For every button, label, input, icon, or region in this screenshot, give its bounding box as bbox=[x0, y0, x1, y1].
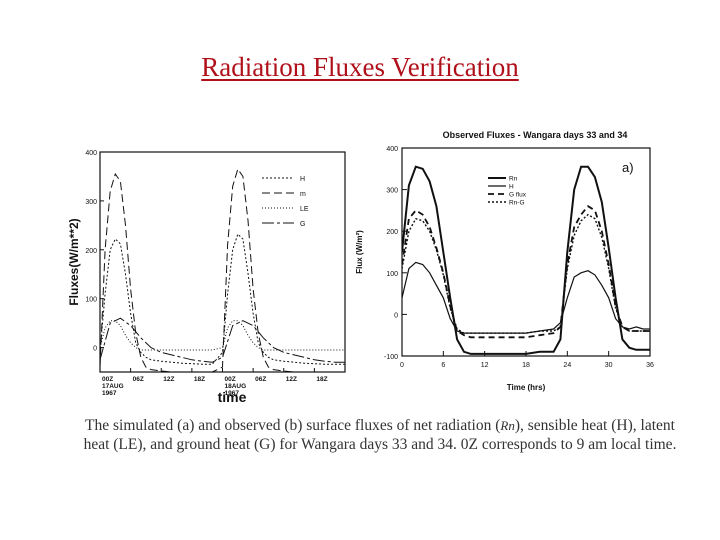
simulated-flux-chart: 400 300 200 100 0 00Z 17AUG 1967 06Z 12Z 18Z 00Z 18… bbox=[67, 150, 346, 405]
y-tick-label: 300 bbox=[386, 188, 398, 195]
series-line-h bbox=[100, 233, 345, 365]
x-tick-label: 18Z bbox=[316, 376, 327, 383]
legend-label-rn: Rn bbox=[509, 176, 518, 183]
y-axis-label: Flux (W/m²) bbox=[355, 230, 364, 274]
y-tick-label: 0 bbox=[394, 312, 398, 319]
y-tick-label: 300 bbox=[85, 199, 97, 206]
figure-caption: The simulated (a) and observed (b) surfa… bbox=[80, 416, 680, 454]
slide-title: Radiation Fluxes Verification bbox=[201, 52, 519, 82]
observed-flux-chart: Observed Fluxes - Wangara days 33 and 34… bbox=[355, 130, 654, 392]
y-tick-label: 0 bbox=[93, 346, 97, 353]
x-tick-label: 30 bbox=[605, 362, 613, 369]
x-tick-label: 36 bbox=[646, 362, 654, 369]
y-axis-label: Fluxes(W/m**2) bbox=[67, 218, 81, 305]
x-tick-label: 12 bbox=[481, 362, 489, 369]
y-tick-label: 100 bbox=[386, 271, 398, 278]
x-tick-label: 0 bbox=[400, 362, 404, 369]
plot-frame bbox=[401, 147, 651, 357]
x-tick-label: 00Z 17AUG 1967 bbox=[102, 376, 124, 397]
x-tick-label: 12Z bbox=[286, 376, 297, 383]
legend-label-m: m bbox=[300, 191, 306, 198]
legend-label-g-flux: G flux bbox=[509, 192, 527, 199]
x-axis-label: time bbox=[218, 389, 247, 405]
series-line-m bbox=[100, 167, 345, 372]
x-tick-label: 18Z bbox=[194, 376, 205, 383]
y-tick-label: 400 bbox=[386, 146, 398, 153]
legend-label-h: H bbox=[300, 176, 305, 183]
legend-label-h: H bbox=[509, 184, 514, 191]
y-tick-label: 400 bbox=[85, 150, 97, 157]
x-tick-label: 00Z 18AUG 1967 bbox=[225, 376, 247, 397]
x-axis-label: Time (hrs) bbox=[507, 383, 546, 392]
y-tick-label: 200 bbox=[85, 248, 97, 255]
legend-label-le: LE bbox=[300, 206, 309, 213]
x-tick-label: 24 bbox=[563, 362, 571, 369]
x-tick-label: 6 bbox=[441, 362, 445, 369]
series-line-rn bbox=[402, 165, 650, 355]
chart-title: Observed Fluxes - Wangara days 33 and 34 bbox=[443, 130, 628, 140]
x-tick-label: 12Z bbox=[163, 376, 174, 383]
series-line-g-flux bbox=[402, 205, 650, 339]
legend-label-g: G bbox=[300, 221, 305, 228]
x-tick-label: 06Z bbox=[255, 376, 266, 383]
y-tick-label: 100 bbox=[85, 297, 97, 304]
caption-text-2: ), sensible heat (H), latent heat (LE), … bbox=[83, 417, 677, 453]
caption-rn-symbol: Rn bbox=[500, 418, 515, 433]
y-tick-label: 200 bbox=[386, 229, 398, 236]
x-tick-label: 06Z bbox=[133, 376, 144, 383]
series-line-rn-g bbox=[402, 213, 650, 334]
y-tick-label: -100 bbox=[384, 354, 398, 361]
legend-label-rn-g: Rn-G bbox=[509, 200, 525, 207]
caption-text-1: The simulated (a) and observed (b) surfa… bbox=[85, 417, 501, 434]
panel-label: a) bbox=[622, 160, 634, 175]
x-tick-label: 18 bbox=[522, 362, 530, 369]
